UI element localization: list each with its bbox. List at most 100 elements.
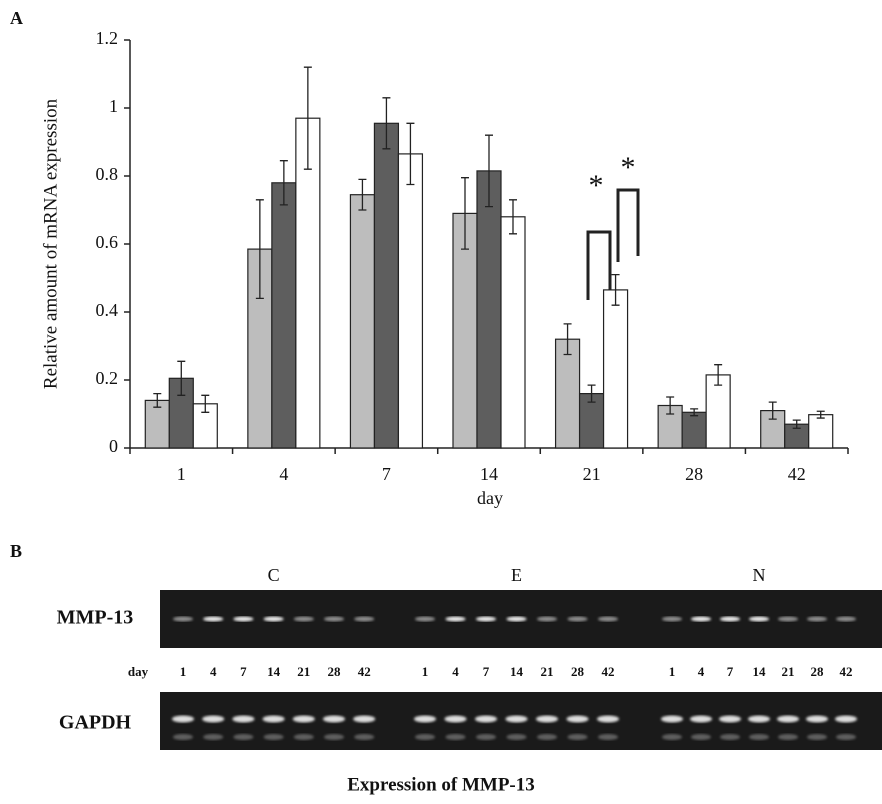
gel-band bbox=[778, 616, 798, 622]
caption: Expression of MMP-13 bbox=[347, 774, 535, 795]
gel-band bbox=[598, 616, 618, 622]
gel-band bbox=[293, 734, 314, 740]
gel-band bbox=[690, 715, 712, 723]
gel-band bbox=[445, 616, 466, 622]
gel-band bbox=[233, 734, 254, 740]
gel-band bbox=[203, 616, 224, 622]
gel-band bbox=[173, 734, 193, 740]
gel-band bbox=[836, 616, 856, 622]
gel-band bbox=[444, 715, 467, 723]
lane-label: 4 bbox=[452, 664, 459, 679]
error-bar bbox=[358, 178, 367, 211]
lane-label: 28 bbox=[811, 664, 825, 679]
error-bar bbox=[255, 199, 264, 300]
gel-band bbox=[691, 616, 711, 622]
lane-label: 21 bbox=[541, 664, 554, 679]
error-bar bbox=[201, 394, 210, 413]
gel-band bbox=[232, 715, 255, 723]
gel-band bbox=[476, 734, 496, 740]
error-bar bbox=[768, 401, 777, 420]
gel-band bbox=[506, 734, 527, 740]
x-tick-label: 21 bbox=[583, 464, 601, 484]
lane-label: 14 bbox=[267, 664, 281, 679]
x-tick-label: 7 bbox=[382, 464, 391, 484]
gel-band bbox=[567, 734, 588, 740]
gel-band bbox=[662, 734, 682, 740]
x-tick-label: 4 bbox=[279, 464, 288, 484]
gel-band bbox=[720, 734, 740, 740]
gel-band bbox=[203, 734, 224, 740]
bar bbox=[681, 411, 707, 449]
y-tick-label: 1 bbox=[109, 96, 118, 116]
lane-label: 14 bbox=[753, 664, 767, 679]
bar bbox=[705, 374, 731, 449]
gel-band bbox=[806, 715, 828, 723]
gel-band bbox=[505, 715, 528, 723]
significance-bracket bbox=[616, 188, 640, 262]
y-tick-label: 0.6 bbox=[96, 232, 119, 252]
panel-label: B bbox=[10, 541, 22, 561]
bar bbox=[349, 194, 376, 449]
group-label: N bbox=[753, 565, 766, 585]
bar bbox=[144, 399, 170, 449]
error-bar bbox=[587, 384, 596, 403]
row-label: MMP-13 bbox=[57, 607, 134, 629]
gel-band bbox=[566, 715, 589, 723]
x-tick-label: 14 bbox=[480, 464, 498, 484]
lane-label: 21 bbox=[782, 664, 795, 679]
error-bar bbox=[461, 177, 469, 250]
bar bbox=[452, 212, 478, 449]
bar bbox=[373, 122, 400, 449]
error-bar bbox=[153, 392, 162, 408]
gel-band bbox=[414, 715, 436, 723]
error-bar bbox=[279, 160, 288, 206]
gel-band bbox=[778, 734, 798, 740]
gel-band bbox=[835, 715, 857, 723]
gel-band bbox=[476, 616, 496, 622]
gel-band bbox=[537, 616, 557, 622]
gel-band bbox=[173, 616, 193, 622]
lane-label: 21 bbox=[297, 664, 310, 679]
x-tick-label: 1 bbox=[177, 464, 186, 484]
lane-label: 4 bbox=[210, 664, 217, 679]
gel-band bbox=[172, 715, 194, 723]
y-axis-label: Relative amount of mRNA expression bbox=[40, 98, 61, 389]
gel-band bbox=[263, 616, 284, 622]
bar bbox=[476, 170, 502, 449]
gel-band bbox=[749, 616, 769, 622]
day-label: day bbox=[128, 664, 149, 679]
y-tick-label: 0.4 bbox=[96, 300, 119, 320]
lane-label: 28 bbox=[571, 664, 585, 679]
group-label: C bbox=[268, 565, 280, 585]
gel-band bbox=[445, 734, 466, 740]
gel-band bbox=[415, 734, 435, 740]
panel-label: A bbox=[10, 8, 23, 28]
y-tick-label: 1.2 bbox=[96, 28, 119, 48]
bar bbox=[271, 182, 297, 449]
bar bbox=[554, 338, 581, 449]
lane-label: 42 bbox=[602, 664, 615, 679]
gel-band bbox=[202, 715, 225, 723]
gel-band bbox=[292, 715, 315, 723]
y-tick-label: 0.2 bbox=[96, 368, 119, 388]
gel-band bbox=[324, 616, 344, 622]
bar bbox=[602, 289, 629, 449]
bar bbox=[808, 414, 834, 449]
lane-label: 7 bbox=[727, 664, 734, 679]
gel-band bbox=[749, 734, 769, 740]
lane-label: 42 bbox=[358, 664, 371, 679]
gel-band bbox=[233, 616, 254, 622]
gel-band bbox=[807, 734, 827, 740]
x-tick-label: 28 bbox=[685, 464, 703, 484]
error-bar bbox=[303, 66, 312, 170]
lane-label: 1 bbox=[669, 664, 676, 679]
error-bar bbox=[611, 273, 620, 306]
gel-band bbox=[506, 616, 527, 622]
gel-band bbox=[662, 616, 682, 622]
error-bar bbox=[666, 396, 675, 415]
lane-label: 1 bbox=[422, 664, 429, 679]
gel-band bbox=[263, 734, 284, 740]
gel-band bbox=[475, 715, 497, 723]
gel-band bbox=[719, 715, 741, 723]
